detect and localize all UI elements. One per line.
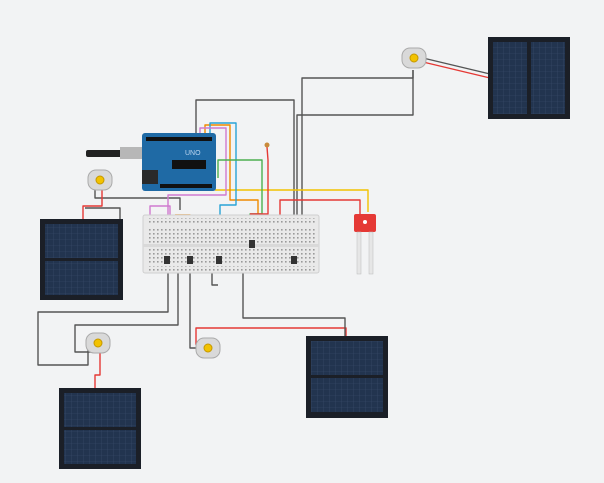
transistor (216, 256, 222, 264)
wire-red (94, 352, 101, 388)
arduino-label: UNO (185, 150, 201, 157)
wire-red (195, 327, 347, 345)
solar-panel-left[interactable] (40, 219, 123, 300)
transistor (164, 256, 170, 264)
wire-black (37, 255, 169, 366)
usb-port (120, 147, 146, 159)
header-bottom (160, 184, 212, 188)
chip (172, 160, 206, 169)
wire-pink (167, 127, 227, 248)
wire-black (85, 207, 121, 223)
wire-black (74, 255, 179, 353)
dc-motor-bottom-left[interactable] (85, 332, 111, 354)
breadboard[interactable] (142, 142, 320, 274)
solar-panel-top-right[interactable] (488, 37, 570, 119)
dc-motor-top-right[interactable] (401, 47, 427, 69)
solar-panel-bottom-left[interactable] (59, 388, 141, 469)
wire-black (301, 70, 414, 250)
wire-black (242, 258, 346, 336)
soil-moisture-sensor[interactable] (354, 214, 376, 275)
wire-red (250, 146, 269, 215)
dc-motor-center[interactable] (195, 337, 221, 359)
wire-yellow (215, 189, 369, 212)
power-jack (142, 170, 158, 184)
wire-red (279, 199, 361, 215)
wire-black (296, 70, 414, 255)
transistor (249, 240, 255, 248)
solar-panel-bottom-center[interactable] (306, 336, 388, 418)
wire-black (94, 190, 181, 210)
transistor (291, 256, 297, 264)
resistor-lead (264, 142, 270, 148)
arduino-uno[interactable]: UNO (86, 133, 216, 191)
usb-cable (86, 150, 126, 157)
wire-blue (209, 122, 237, 252)
transistor (187, 256, 193, 264)
dc-motor-left[interactable] (87, 169, 113, 191)
header-top (146, 137, 212, 141)
wire-red (82, 190, 103, 220)
wire-orange (204, 124, 259, 226)
wire-black (422, 57, 491, 75)
wire-red (422, 61, 491, 79)
wire-black (195, 99, 295, 240)
